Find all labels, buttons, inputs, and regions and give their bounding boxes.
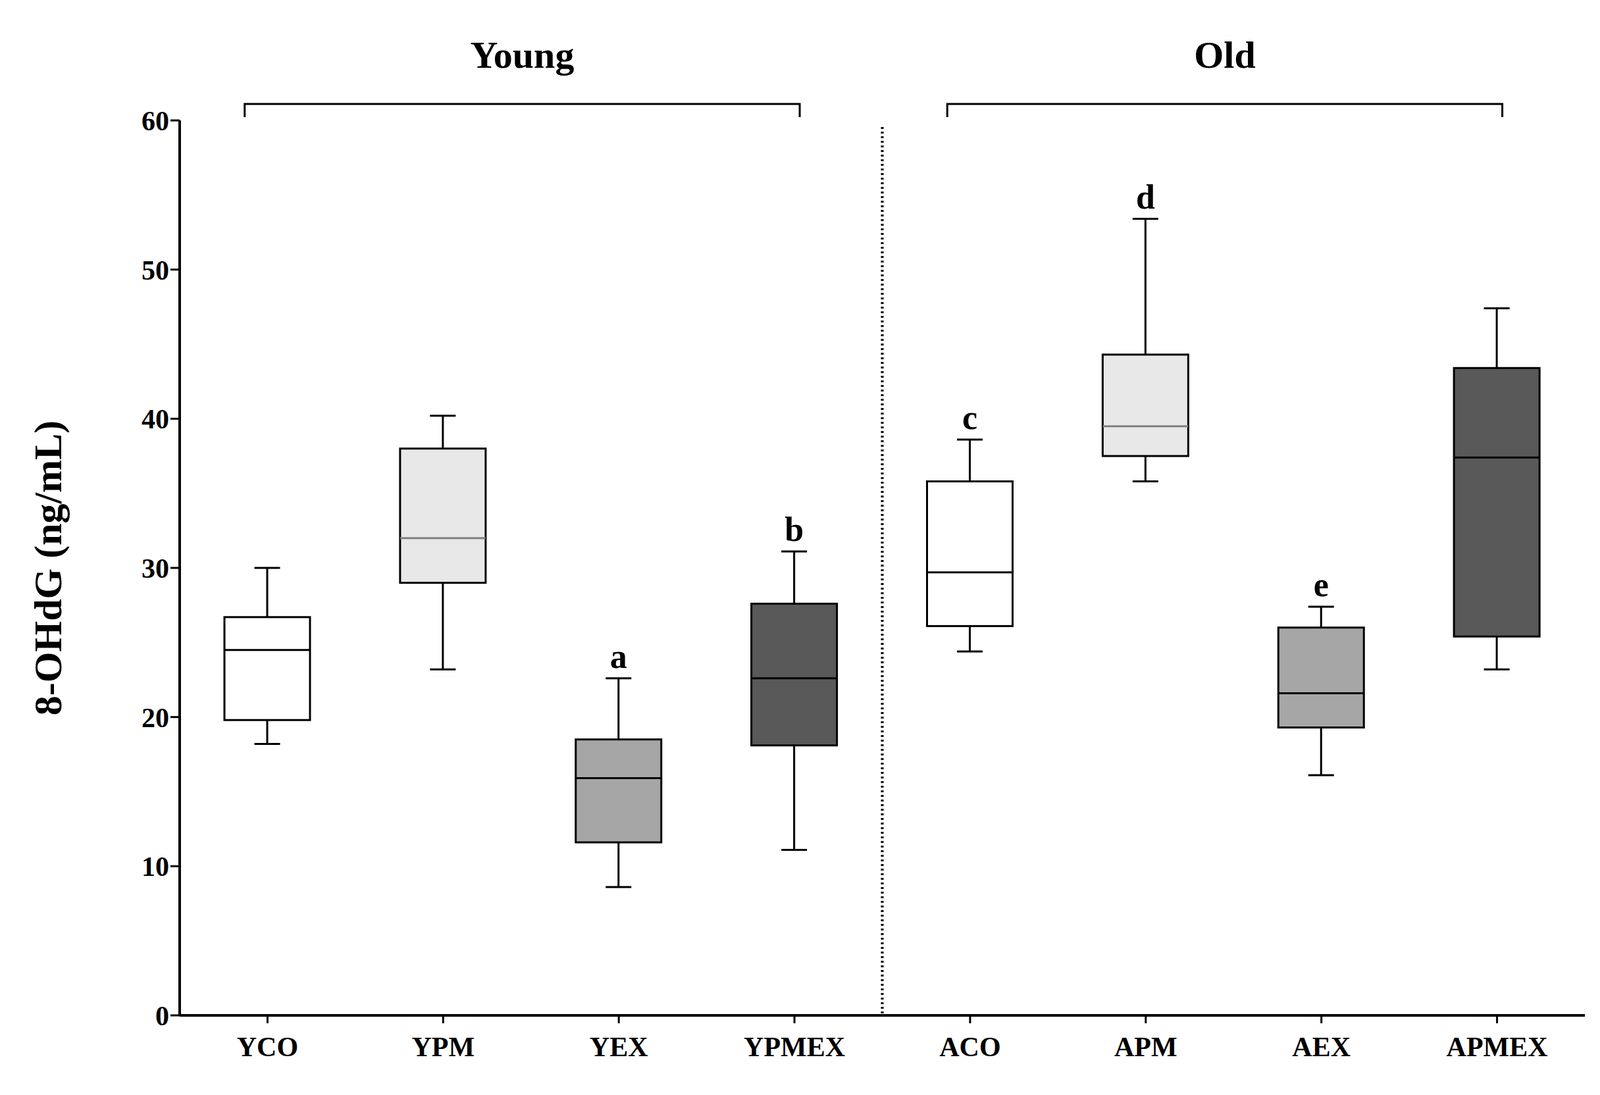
svg-text:YPMEX: YPMEX [743, 1032, 846, 1063]
svg-text:b: b [784, 510, 804, 549]
svg-text:8-OHdG (ng/mL): 8-OHdG (ng/mL) [26, 420, 70, 716]
svg-text:d: d [1135, 178, 1156, 216]
svg-text:20: 20 [141, 702, 170, 734]
svg-text:Young: Young [469, 33, 574, 77]
svg-text:0: 0 [155, 1001, 170, 1032]
svg-text:10: 10 [141, 851, 170, 882]
svg-text:APM: APM [1114, 1032, 1178, 1063]
svg-text:Old: Old [1193, 33, 1256, 77]
svg-text:30: 30 [141, 553, 170, 584]
svg-text:40: 40 [141, 404, 170, 435]
svg-text:c: c [962, 398, 978, 437]
svg-text:50: 50 [141, 255, 170, 286]
svg-text:YPM: YPM [411, 1032, 475, 1063]
svg-text:60: 60 [141, 105, 170, 137]
svg-text:APMEX: APMEX [1446, 1032, 1549, 1063]
svg-text:e: e [1313, 566, 1329, 604]
svg-text:a: a [610, 637, 628, 676]
svg-text:AEX: AEX [1291, 1032, 1351, 1063]
svg-text:ACO: ACO [939, 1032, 1001, 1063]
svg-text:YCO: YCO [236, 1032, 299, 1063]
svg-text:YEX: YEX [589, 1032, 649, 1063]
